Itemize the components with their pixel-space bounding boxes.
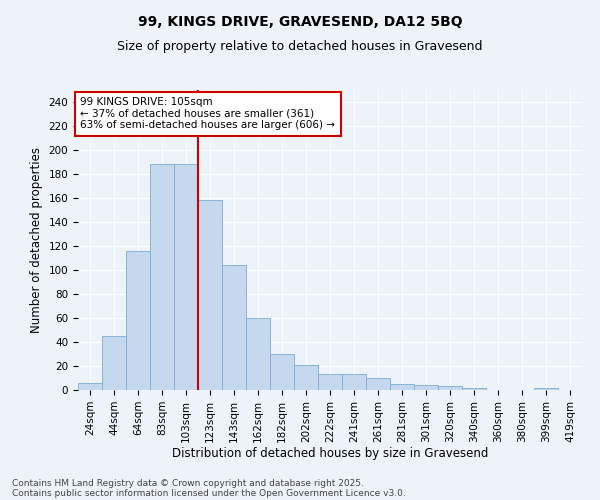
Bar <box>102 336 126 390</box>
Text: Contains public sector information licensed under the Open Government Licence v3: Contains public sector information licen… <box>12 488 406 498</box>
Bar <box>150 164 174 390</box>
Bar <box>270 354 294 390</box>
Text: 99, KINGS DRIVE, GRAVESEND, DA12 5BQ: 99, KINGS DRIVE, GRAVESEND, DA12 5BQ <box>137 15 463 29</box>
Bar <box>294 365 318 390</box>
Bar <box>390 384 414 390</box>
Bar <box>174 164 198 390</box>
Bar <box>198 200 222 390</box>
Text: 99 KINGS DRIVE: 105sqm
← 37% of detached houses are smaller (361)
63% of semi-de: 99 KINGS DRIVE: 105sqm ← 37% of detached… <box>80 97 335 130</box>
Bar <box>78 383 102 390</box>
Bar <box>414 385 438 390</box>
Text: Size of property relative to detached houses in Gravesend: Size of property relative to detached ho… <box>117 40 483 53</box>
X-axis label: Distribution of detached houses by size in Gravesend: Distribution of detached houses by size … <box>172 448 488 460</box>
Bar <box>126 251 150 390</box>
Bar <box>222 265 246 390</box>
Bar <box>342 374 366 390</box>
Y-axis label: Number of detached properties: Number of detached properties <box>30 147 43 333</box>
Bar <box>462 388 486 390</box>
Bar <box>438 386 462 390</box>
Bar <box>534 388 558 390</box>
Bar <box>318 374 342 390</box>
Text: Contains HM Land Registry data © Crown copyright and database right 2025.: Contains HM Land Registry data © Crown c… <box>12 478 364 488</box>
Bar <box>246 318 270 390</box>
Bar <box>366 378 390 390</box>
